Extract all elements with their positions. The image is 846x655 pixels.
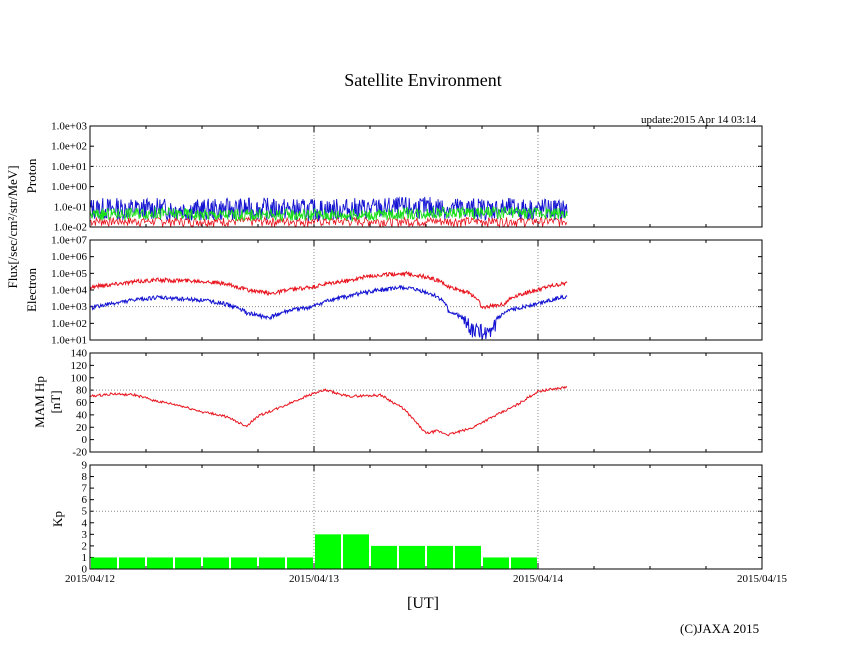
copyright-text: (C)JAXA 2015 — [680, 621, 760, 636]
y-tick-label: 60 — [76, 397, 88, 409]
chart-title: Satellite Environment — [344, 70, 502, 90]
y-tick-label: 1.0e+00 — [51, 181, 87, 193]
y-tick-label: 9 — [82, 460, 88, 472]
y-tick-label: 8 — [82, 471, 88, 483]
kp-bar — [91, 557, 117, 569]
kp-bar — [455, 545, 481, 569]
x-tick-label: 2015/04/14 — [513, 573, 564, 585]
y-tick-label: -20 — [72, 447, 87, 459]
kp-bar — [483, 557, 509, 569]
proton-axis-label: Proton — [24, 158, 39, 193]
kp-bar — [343, 534, 369, 569]
y-tick-label: 1.0e+02 — [51, 318, 87, 330]
x-axis-unit-label: [UT] — [407, 595, 439, 612]
panel-frame — [89, 464, 763, 570]
y-tick-label: 20 — [76, 422, 88, 434]
x-tick-label: 2015/04/13 — [289, 573, 340, 585]
electron-blue-line — [89, 284, 568, 340]
kp-bar — [371, 545, 397, 569]
x-tick-label: 2015/04/12 — [65, 573, 115, 585]
y-tick-label: 7 — [82, 483, 88, 495]
kp-bar — [315, 534, 341, 569]
panel-frame — [89, 239, 763, 341]
y-tick-label: 0 — [82, 434, 88, 446]
electron-red-line — [89, 270, 568, 310]
y-tick-label: 120 — [71, 360, 88, 372]
y-tick-label: 1.0e-02 — [54, 222, 87, 234]
y-tick-label: 1.0e+06 — [51, 251, 87, 263]
y-tick-label: 1.0e+05 — [51, 268, 87, 280]
y-tick-label: 6 — [82, 494, 88, 506]
y-tick-label: 0 — [82, 564, 88, 576]
kp-bar — [175, 557, 201, 569]
y-tick-label: 1.0e+03 — [51, 121, 87, 133]
update-timestamp: update:2015 Apr 14 03:14 — [641, 114, 757, 126]
proton-red-line — [89, 216, 568, 229]
y-tick-label: 1.0e+07 — [51, 235, 87, 247]
kp-bar — [259, 557, 285, 569]
y-tick-label: 3 — [82, 529, 88, 541]
kp-bar — [231, 557, 257, 569]
flux-axis-label: Flux[/sec/cm²/str/MeV] — [5, 165, 20, 288]
y-tick-label: 1.0e+03 — [51, 301, 87, 313]
y-tick-label: 1 — [82, 552, 88, 564]
kp-bar — [147, 557, 173, 569]
y-tick-label: 1.0e+01 — [51, 335, 87, 347]
y-tick-label: 2 — [82, 540, 88, 552]
proton-blue-line — [89, 196, 568, 222]
panel-frame — [89, 352, 763, 453]
y-tick-label: 100 — [71, 372, 88, 384]
y-tick-label: 80 — [76, 385, 88, 397]
x-tick-label: 2015/04/15 — [737, 573, 788, 585]
y-tick-label: 5 — [82, 506, 88, 518]
y-tick-label: 1.0e+01 — [51, 161, 87, 173]
kp-bar — [427, 545, 453, 569]
y-tick-label: 4 — [82, 517, 88, 529]
kp-bar — [119, 557, 145, 569]
kp-bar — [511, 557, 537, 569]
kp-axis-label: Kp — [50, 511, 65, 527]
kp-bar — [203, 557, 229, 569]
kp-bar — [287, 557, 313, 569]
electron-axis-label: Electron — [24, 267, 39, 312]
kp-bar — [399, 545, 425, 569]
y-tick-label: 1.0e-01 — [54, 201, 87, 213]
mamhp-unit-label: [nT] — [48, 390, 63, 413]
y-tick-label: 1.0e+04 — [51, 285, 87, 297]
y-tick-label: 140 — [71, 348, 88, 360]
mamhp-red-line — [89, 385, 568, 437]
y-tick-label: 1.0e+02 — [51, 141, 87, 153]
mamhp-axis-label: MAM Hp — [32, 376, 47, 428]
panel-frame — [89, 125, 763, 228]
y-tick-label: 40 — [76, 409, 88, 421]
proton-green-line — [89, 205, 568, 223]
